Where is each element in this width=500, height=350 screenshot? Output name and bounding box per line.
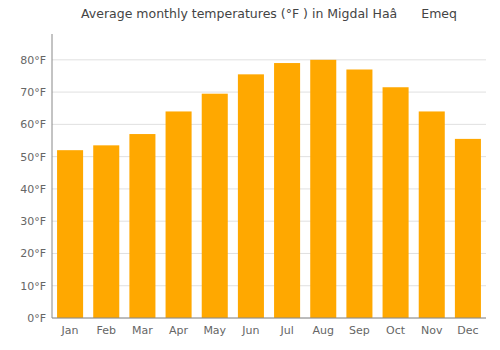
x-tick-label: Mar [132, 324, 153, 337]
y-tick-label: 70°F [20, 86, 46, 99]
x-tick-label: Nov [421, 324, 443, 337]
x-tick-label: Aug [313, 324, 334, 337]
grid-line [52, 59, 486, 60]
y-tick-label: 0°F [27, 312, 46, 325]
bar [129, 134, 155, 318]
y-tick-label: 40°F [20, 183, 46, 196]
x-tick-label: Feb [97, 324, 116, 337]
x-tick-label: Jan [61, 324, 79, 337]
grid-line [52, 92, 486, 93]
bar [274, 63, 300, 318]
bar [346, 70, 372, 319]
bar [166, 111, 192, 318]
bar [310, 60, 336, 318]
x-tick-label: Dec [457, 324, 478, 337]
x-tick-label: Jul [279, 324, 293, 337]
title: Average monthly temperatures (°F ) in Mi… [81, 6, 457, 21]
x-tick-label: Oct [386, 324, 406, 337]
bar [238, 74, 264, 318]
bar [93, 145, 119, 318]
y-tick-label: 20°F [20, 247, 46, 260]
x-tick-label: Sep [349, 324, 370, 337]
grid [52, 60, 486, 318]
grid-line [52, 318, 486, 319]
bar [419, 111, 445, 318]
x-tick-label: Apr [169, 324, 189, 337]
chart-container: Average monthly temperatures (°F ) in Mi… [0, 0, 500, 350]
bars [57, 60, 481, 318]
y-tick-label: 10°F [20, 280, 46, 293]
chart: Average monthly temperatures (°F ) in Mi… [0, 0, 500, 350]
x-axis-line [52, 318, 486, 319]
y-tick-label: 60°F [20, 118, 46, 131]
bar [383, 87, 409, 318]
y-tick-label: 50°F [20, 151, 46, 164]
y-axis-line [52, 34, 53, 318]
bar [57, 150, 83, 318]
y-tick-label: 80°F [20, 54, 46, 67]
bar [455, 139, 481, 318]
y-tick-label: 30°F [20, 215, 46, 228]
bar [202, 94, 228, 318]
x-tick-label: Jun [241, 324, 259, 337]
x-tick-label: May [203, 324, 226, 337]
